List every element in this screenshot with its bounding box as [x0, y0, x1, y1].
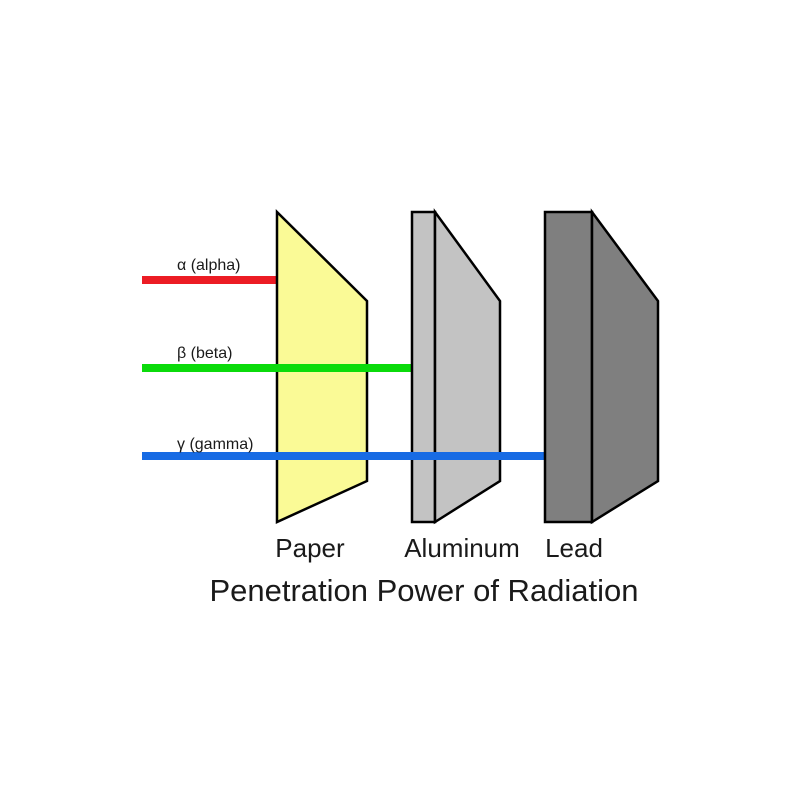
- lead-block-front-face: [543, 210, 594, 524]
- beta-ray-label: β (beta): [177, 345, 232, 362]
- lead-label: Lead: [545, 533, 603, 563]
- diagram-title: Penetration Power of Radiation: [209, 573, 638, 608]
- gamma-ray-label: γ (gamma): [177, 436, 253, 453]
- aluminum-label: Aluminum: [404, 533, 520, 563]
- aluminum-plate-front-face: [410, 210, 437, 524]
- aluminum-plate-side-face: [433, 208, 502, 525]
- alpha-ray-label: α (alpha): [177, 257, 241, 274]
- lead-block-side-face: [590, 208, 660, 525]
- paper-label: Paper: [275, 533, 345, 563]
